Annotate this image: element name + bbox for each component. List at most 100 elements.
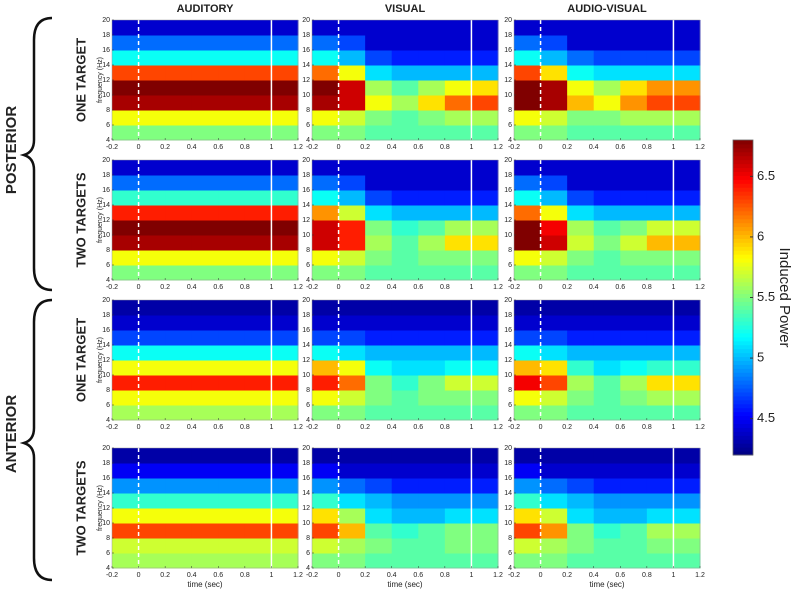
- heatmap-cell: [444, 125, 472, 141]
- heatmap-cell: [567, 493, 595, 509]
- heatmap-cell: [593, 125, 621, 141]
- heatmap-cell: [138, 20, 166, 36]
- heatmap-cell: [218, 125, 246, 141]
- heatmap-cell: [567, 65, 595, 81]
- colorbar-strip: [733, 269, 753, 275]
- heatmap-cell: [112, 360, 140, 376]
- heatmap-cell: [514, 265, 542, 281]
- heatmap-cell: [471, 478, 499, 494]
- heatmap-cell: [444, 508, 472, 524]
- x-tick-label: 0: [539, 424, 543, 431]
- heatmap-cell: [165, 523, 193, 539]
- y-tick-label: 8: [106, 535, 110, 542]
- colorbar-strip: [733, 203, 753, 208]
- heatmap-cell: [593, 300, 621, 316]
- y-tick-label: 20: [102, 297, 110, 304]
- colorbar-strip: [733, 356, 753, 361]
- y-tick-label: 12: [102, 357, 110, 364]
- heatmap-cell: [338, 330, 366, 346]
- heatmap-cell: [514, 205, 542, 221]
- heatmap-cell: [112, 20, 140, 36]
- x-tick-label: 1.2: [293, 424, 303, 431]
- heatmap-cell: [418, 375, 446, 391]
- heatmap-cell: [338, 553, 366, 569]
- heatmap-cell: [514, 235, 542, 251]
- x-tick-label: 0: [539, 144, 543, 151]
- heatmap-cell: [593, 345, 621, 361]
- x-tick-label: 0: [137, 572, 141, 579]
- heatmap-cell: [418, 463, 446, 479]
- heatmap-cell: [444, 20, 472, 36]
- heatmap-cell: [514, 160, 542, 176]
- heatmap-cell: [540, 300, 568, 316]
- colorbar-strip: [733, 376, 753, 381]
- y-tick-label: 14: [102, 490, 110, 497]
- colorbar-tick-label: 6: [757, 228, 764, 243]
- x-tick-label: 1.2: [293, 284, 303, 291]
- column-title: AUDIO-VISUAL: [567, 3, 647, 15]
- heatmap-cell: [191, 35, 219, 51]
- heatmap-cell: [514, 125, 542, 141]
- y-tick-label: 18: [302, 32, 310, 39]
- heatmap-cell: [218, 448, 246, 464]
- heatmap-cell: [365, 35, 393, 51]
- heatmap-cell: [365, 220, 393, 236]
- heatmap-cell: [567, 375, 595, 391]
- heatmap-cell: [540, 265, 568, 281]
- heatmap-cell: [244, 265, 272, 281]
- heatmap-cell: [338, 205, 366, 221]
- heatmap-cell: [540, 65, 568, 81]
- x-tick-label: 0.8: [240, 284, 250, 291]
- colorbar-strip: [733, 443, 753, 448]
- heatmap-cell: [540, 125, 568, 141]
- heatmap-cell: [244, 65, 272, 81]
- heatmap-cell: [191, 493, 219, 509]
- colorbar-strip: [733, 407, 753, 413]
- heatmap-cell: [338, 315, 366, 331]
- heatmap-cell: [567, 300, 595, 316]
- heatmap-cell: [244, 508, 272, 524]
- colorbar-strip: [733, 380, 753, 385]
- heatmap-cell: [244, 35, 272, 51]
- y-tick-label: 14: [302, 342, 310, 349]
- heatmap-cell: [191, 463, 219, 479]
- heatmap-cell: [514, 35, 542, 51]
- heatmap-cell: [138, 250, 166, 266]
- heatmap-cell: [338, 300, 366, 316]
- y-tick-label: 8: [106, 247, 110, 254]
- heatmap-cell: [391, 235, 419, 251]
- colorbar-strip: [733, 277, 753, 283]
- heatmap-cell: [312, 175, 340, 191]
- x-tick-label: -0.2: [106, 424, 118, 431]
- heatmap-cell: [540, 330, 568, 346]
- x-tick-label: 0.4: [589, 572, 599, 579]
- heatmap-cell: [365, 265, 393, 281]
- x-tick-label: 0.4: [187, 144, 197, 151]
- heatmap-cell: [593, 250, 621, 266]
- heatmap-cell: [244, 493, 272, 509]
- heatmap-cell: [365, 448, 393, 464]
- heatmap-cell: [646, 523, 674, 539]
- x-tick-label: 0: [137, 424, 141, 431]
- colorbar-strip: [733, 151, 753, 157]
- heatmap-cell: [312, 390, 340, 406]
- colorbar-strip: [733, 195, 753, 200]
- heatmap-cell: [444, 110, 472, 126]
- heatmap-cell: [191, 50, 219, 66]
- heatmap-cell: [540, 50, 568, 66]
- heatmap-cell: [514, 478, 542, 494]
- heatmap-cell: [567, 390, 595, 406]
- x-tick-label: 1: [269, 424, 273, 431]
- heatmap-cell: [138, 160, 166, 176]
- heatmap-cell: [540, 190, 568, 206]
- x-tick-label: 0.6: [615, 144, 625, 151]
- x-tick-label: -0.2: [508, 284, 520, 291]
- y-axis-label: frequency (Hz): [97, 197, 104, 243]
- heatmap: [312, 300, 499, 421]
- heatmap-cell: [673, 160, 701, 176]
- heatmap-cell: [218, 553, 246, 569]
- heatmap-cell: [673, 390, 701, 406]
- heatmap-cell: [271, 405, 299, 421]
- heatmap-cell: [444, 523, 472, 539]
- heatmap-cell: [540, 250, 568, 266]
